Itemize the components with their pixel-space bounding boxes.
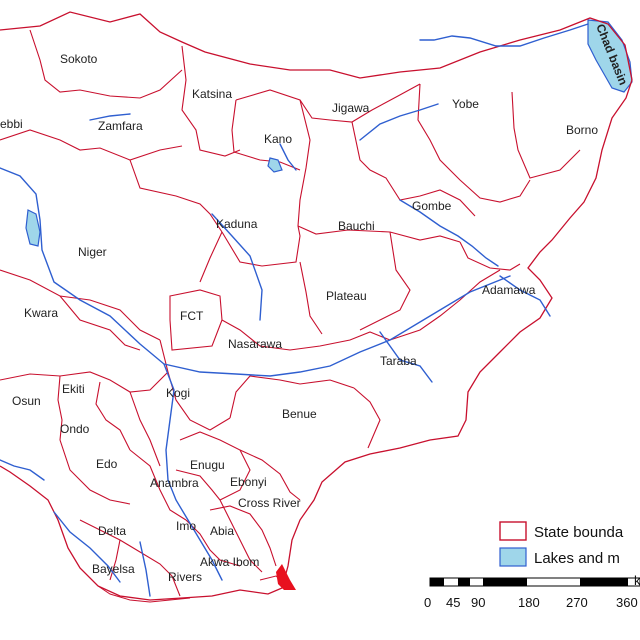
scale-tick-45: 45 [446, 595, 460, 610]
kano-lake-shape [267, 157, 283, 173]
scale-tick-270: 270 [566, 595, 588, 610]
scale-tick-0: 0 [424, 595, 431, 610]
state-labels: Sokoto ebbi Zamfara Katsina Jigawa Kano … [0, 52, 598, 584]
state-label-kano: Kano [264, 132, 292, 146]
state-label-edo: Edo [96, 457, 118, 471]
state-label-ekiti: Ekiti [62, 382, 85, 396]
state-label-borno: Borno [566, 123, 598, 137]
lakes [25, 157, 283, 247]
legend-swatch-state-boundary [499, 521, 527, 541]
state-label-bauchi: Bauchi [338, 219, 375, 233]
state-label-delta: Delta [98, 524, 126, 538]
state-label-kogi: Kogi [166, 386, 190, 400]
national-boundary [0, 11, 633, 601]
scale-bar: 0 45 90 180 270 360 k [424, 573, 640, 610]
state-label-akwa-ibom: Akwa Ibom [200, 555, 259, 569]
state-label-jigawa: Jigawa [332, 101, 370, 115]
scale-bar-segment [458, 578, 470, 586]
state-label-anambra: Anambra [150, 476, 199, 490]
state-label-zamfara: Zamfara [98, 119, 143, 133]
state-label-bayelsa: Bayelsa [92, 562, 135, 576]
cross-river-estuary [276, 564, 296, 590]
rivers [0, 23, 589, 597]
state-label-rivers: Rivers [168, 570, 202, 584]
scale-tick-180: 180 [518, 595, 540, 610]
scale-bar-segment [580, 578, 628, 586]
state-label-taraba: Taraba [380, 354, 417, 368]
state-label-cross-river: Cross River [238, 496, 301, 510]
state-label-osun: Osun [12, 394, 41, 408]
state-label-kaduna: Kaduna [216, 217, 258, 231]
state-label-kwara: Kwara [24, 306, 58, 320]
state-label-katsina: Katsina [192, 87, 232, 101]
legend-label-lakes: Lakes and m [534, 550, 620, 567]
legend: State bounda Lakes and m [499, 521, 624, 567]
state-label-abia: Abia [210, 524, 234, 538]
state-label-sokoto: Sokoto [60, 52, 98, 66]
state-label-adamawa: Adamawa [482, 283, 536, 297]
legend-label-state-boundary: State bounda [534, 524, 624, 541]
legend-swatch-lakes [499, 547, 527, 567]
state-label-imo: Imo [176, 519, 196, 533]
scale-tick-360: 360 [616, 595, 638, 610]
state-label-nasarawa: Nasarawa [228, 337, 282, 351]
state-label-ondo: Ondo [60, 422, 90, 436]
kainji-lake-shape [25, 209, 41, 247]
scale-bar-segment [483, 578, 527, 586]
state-label-gombe: Gombe [412, 199, 452, 213]
state-label-plateau: Plateau [326, 289, 367, 303]
scale-unit-fragment: k [634, 573, 640, 588]
state-label-ebonyi: Ebonyi [230, 475, 267, 489]
state-label-kebbi: ebbi [0, 117, 23, 131]
state-label-enugu: Enugu [190, 458, 225, 472]
lake-chad-shape [587, 19, 633, 93]
scale-tick-90: 90 [471, 595, 485, 610]
state-label-niger: Niger [78, 245, 107, 259]
state-label-benue: Benue [282, 407, 317, 421]
state-label-fct: FCT [180, 309, 204, 323]
state-label-yobe: Yobe [452, 97, 479, 111]
scale-bar-segment [430, 578, 444, 586]
